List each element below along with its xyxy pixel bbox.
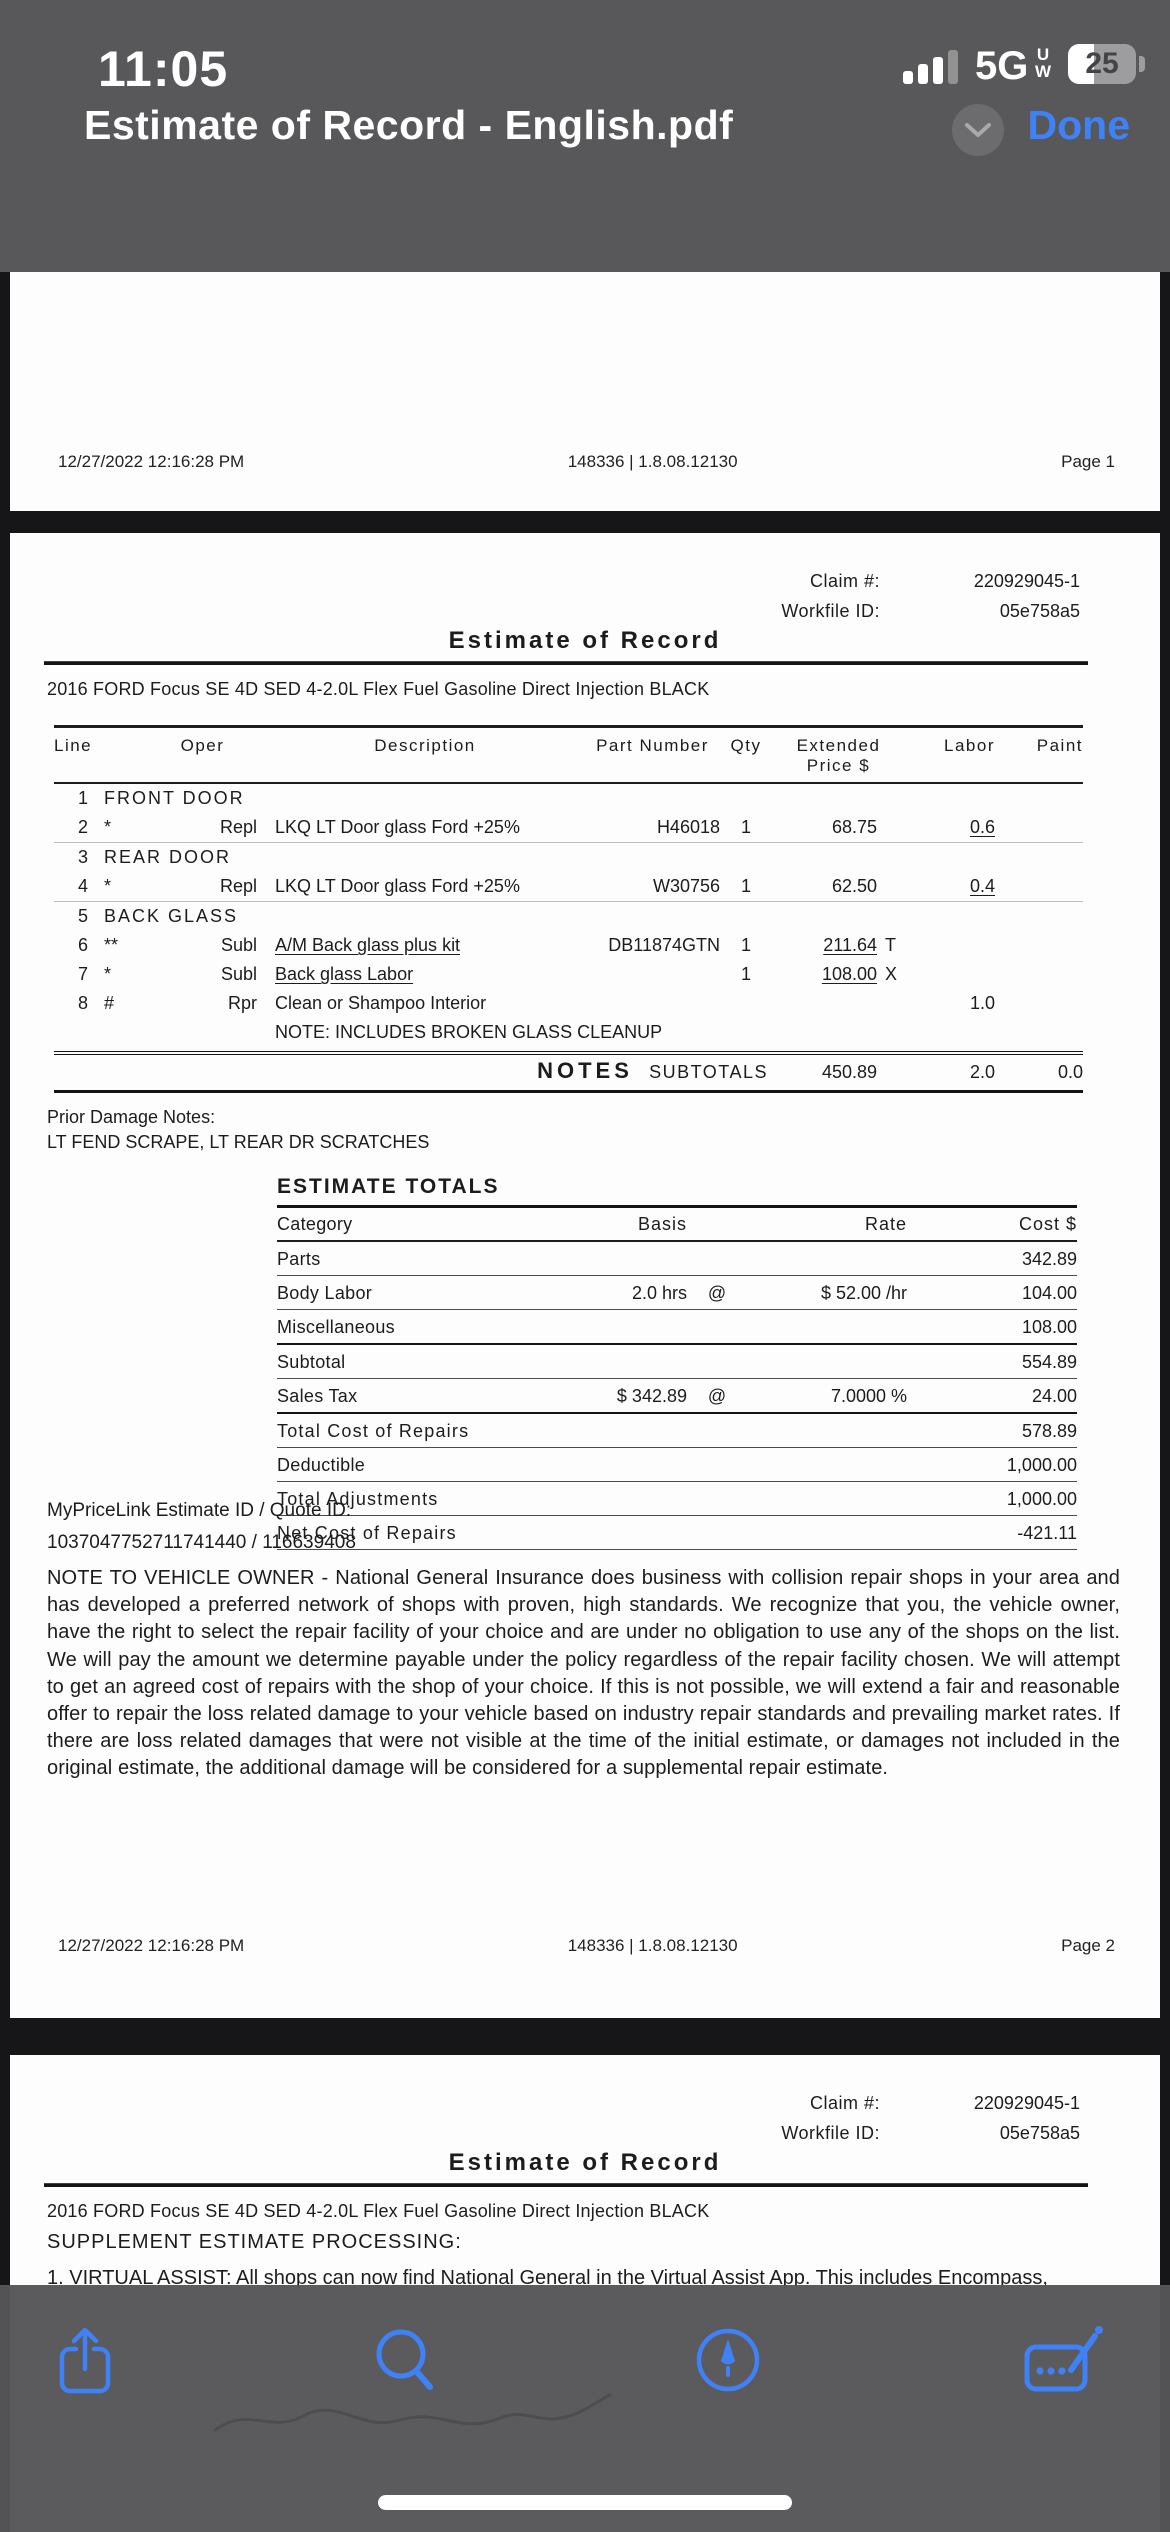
title-rule bbox=[44, 2183, 1088, 2187]
search-icon bbox=[370, 2329, 440, 2398]
estimate-totals-header: Category Basis Rate Cost $ bbox=[277, 1208, 1077, 1242]
line-items-header: Line Oper Description Part Number Qty Ex… bbox=[54, 725, 1083, 784]
battery-nub bbox=[1139, 56, 1145, 72]
done-button[interactable]: Done bbox=[1027, 102, 1131, 148]
mypricelink-block: MyPriceLink Estimate ID / Quote ID: 1037… bbox=[47, 1495, 356, 1559]
title-rule bbox=[44, 661, 1088, 665]
document-title: Estimate of Record - English.pdf bbox=[84, 102, 734, 148]
line-items-table: Line Oper Description Part Number Qty Ex… bbox=[54, 725, 1083, 1093]
title-chevron-button[interactable] bbox=[952, 104, 1004, 156]
vehicle-description: 2016 FORD Focus SE 4D SED 4-2.0L Flex Fu… bbox=[47, 2201, 710, 2221]
signature-form-icon bbox=[1023, 2326, 1105, 2400]
totals-row: Total Adjustments 1,000.00 bbox=[277, 1482, 1077, 1516]
col-qty: Qty bbox=[730, 736, 762, 755]
table-row: 7 * Subl Back glass Labor 1 108.00 X bbox=[77, 964, 898, 984]
prior-damage-notes: Prior Damage Notes: LT FEND SCRAPE, LT R… bbox=[47, 1107, 430, 1152]
battery-icon: 25 bbox=[1068, 44, 1136, 84]
signature-button[interactable] bbox=[1023, 2325, 1103, 2395]
page2-footer: 12/27/2022 12:16:28 PM 148336 | 1.8.08.1… bbox=[58, 1936, 1115, 1956]
workfile-value: 05e758a5 bbox=[999, 601, 1080, 621]
supplement-heading: SUPPLEMENT ESTIMATE PROCESSING: bbox=[47, 2231, 462, 2253]
battery-percent: 25 bbox=[1085, 47, 1119, 80]
table-row: 3 REAR DOOR bbox=[77, 847, 232, 867]
table-row: 6 ** Subl A/M Back glass plus kit DB1187… bbox=[77, 935, 896, 955]
mypricelink-label: MyPriceLink Estimate ID / Quote ID: bbox=[47, 1500, 352, 1521]
table-row: 4 * Repl LKQ LT Door glass Ford +25% W30… bbox=[54, 872, 1083, 902]
col-labor: Labor bbox=[944, 736, 995, 755]
col-oper: Oper bbox=[180, 736, 225, 755]
col-extended-price: Extended Price $ bbox=[796, 736, 881, 775]
page1-footer: 12/27/2022 12:16:28 PM 148336 | 1.8.08.1… bbox=[58, 452, 1115, 472]
markup-button[interactable] bbox=[693, 2325, 763, 2395]
col-line: Line bbox=[54, 736, 93, 755]
col-part-number: Part Number bbox=[596, 736, 709, 755]
claim-block: Claim #: 220929045-1 Workfile ID: 05e758… bbox=[730, 2093, 1080, 2153]
totals-row: Body Labor 2.0 hrs @ $ 52.00 /hr 104.00 bbox=[277, 1276, 1077, 1310]
battery-fill bbox=[1068, 44, 1094, 84]
totals-row: Total Cost of Repairs 578.89 bbox=[277, 1414, 1077, 1448]
cellular-signal-icon bbox=[903, 50, 963, 84]
totals-row: Subtotal 554.89 bbox=[277, 1345, 1077, 1379]
workfile-label: Workfile ID: bbox=[781, 2123, 880, 2143]
mypricelink-value: 1037047752711741440 / 116639408 bbox=[47, 1532, 356, 1553]
supplement-item-1: 1. VIRTUAL ASSIST: All shops can now fin… bbox=[47, 2267, 1048, 2289]
network-type-label: 5G bbox=[975, 44, 1029, 88]
table-note-row: NOTE: INCLUDES BROKEN GLASS CLEANUP bbox=[275, 1022, 663, 1042]
share-button[interactable] bbox=[50, 2325, 120, 2395]
claim-value: 220929045-1 bbox=[973, 571, 1080, 591]
estimate-totals-title: ESTIMATE TOTALS bbox=[277, 1175, 1077, 1208]
pdf-page-2[interactable]: Claim #: 220929045-1 Workfile ID: 05e758… bbox=[10, 533, 1160, 2018]
footer-build: 148336 | 1.8.08.12130 bbox=[567, 1936, 738, 1955]
notes-heading: NOTES bbox=[537, 1058, 633, 1083]
footer-page-number: Page 2 bbox=[1061, 1936, 1115, 1955]
pdf-page-1[interactable]: 12/27/2022 12:16:28 PM 148336 | 1.8.08.1… bbox=[10, 272, 1160, 511]
workfile-label: Workfile ID: bbox=[781, 601, 880, 621]
footer-page-number: Page 1 bbox=[1061, 452, 1115, 471]
claim-label: Claim #: bbox=[809, 2093, 880, 2113]
home-indicator[interactable] bbox=[378, 2495, 792, 2510]
status-time: 11:05 bbox=[98, 41, 229, 97]
totals-row: Sales Tax $ 342.89 @7.0000 % 24.00 bbox=[277, 1379, 1077, 1414]
estimate-totals-table: ESTIMATE TOTALS Category Basis Rate Cost… bbox=[277, 1175, 1077, 1550]
claim-label: Claim #: bbox=[809, 571, 880, 591]
col-description: Description bbox=[374, 736, 476, 755]
estimate-of-record-title: Estimate of Record bbox=[448, 627, 722, 654]
col-paint: Paint bbox=[1036, 736, 1083, 755]
vehicle-description: 2016 FORD Focus SE 4D SED 4-2.0L Flex Fu… bbox=[47, 679, 710, 699]
table-row: 8 # Rpr Clean or Shampoo Interior 1.0 bbox=[77, 993, 995, 1013]
markup-pen-icon bbox=[693, 2328, 763, 2398]
estimate-of-record-title: Estimate of Record bbox=[448, 2149, 722, 2176]
totals-row: Deductible 1,000.00 bbox=[277, 1448, 1077, 1482]
table-row: 5 BACK GLASS bbox=[77, 906, 239, 926]
subtotals-row: SUBTOTALS 450.89 2.0 0.0 bbox=[54, 1051, 1083, 1093]
totals-row: Parts 342.89 bbox=[277, 1242, 1077, 1276]
bottom-toolbar bbox=[0, 2285, 1170, 2532]
claim-value: 220929045-1 bbox=[973, 2093, 1080, 2113]
search-button[interactable] bbox=[370, 2325, 440, 2395]
claim-block: Claim #: 220929045-1 Workfile ID: 05e758… bbox=[730, 571, 1080, 631]
footer-timestamp: 12/27/2022 12:16:28 PM bbox=[58, 452, 245, 471]
totals-row: Net Cost of Repairs -421.11 bbox=[277, 1516, 1077, 1550]
footer-build: 148336 | 1.8.08.12130 bbox=[567, 452, 738, 471]
workfile-value: 05e758a5 bbox=[999, 2123, 1080, 2143]
note-to-vehicle-owner: NOTE TO VEHICLE OWNER - National General… bbox=[47, 1567, 1120, 1780]
signature-squiggle-ghost bbox=[213, 2393, 612, 2432]
totals-row: Miscellaneous 108.00 bbox=[277, 1310, 1077, 1345]
table-row: 1 FRONT DOOR bbox=[77, 788, 245, 808]
footer-timestamp: 12/27/2022 12:16:28 PM bbox=[58, 1936, 245, 1955]
share-icon bbox=[50, 2327, 120, 2398]
table-row: 2 * Repl LKQ LT Door glass Ford +25% H46… bbox=[54, 813, 1083, 843]
